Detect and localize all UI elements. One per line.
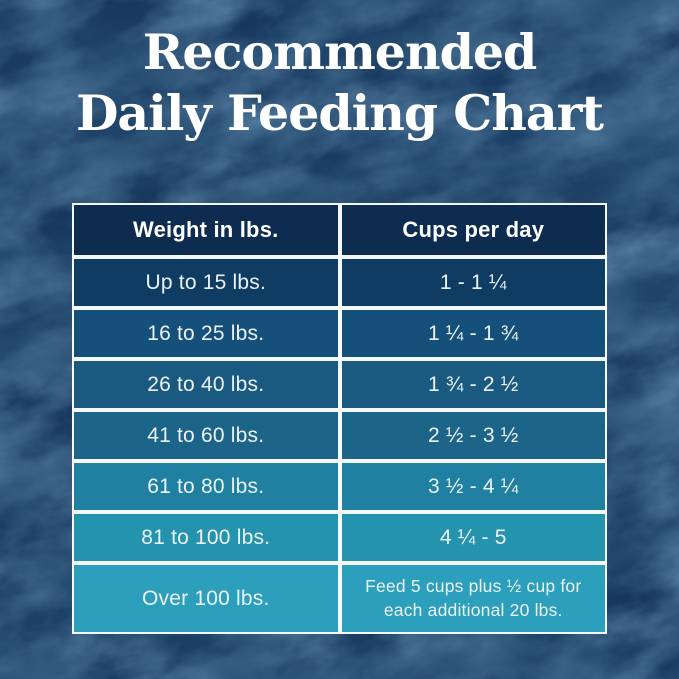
weight-cell: Over 100 lbs. xyxy=(74,565,338,632)
feeding-table: Weight in lbs. Cups per day Up to 15 lbs… xyxy=(72,203,607,634)
cups-cell: 4 ¼ - 5 xyxy=(341,514,605,561)
title-line-1: Recommended xyxy=(142,23,538,81)
cups-cell: 1 ¾ - 2 ½ xyxy=(341,361,605,408)
cups-cell: 1 ¼ - 1 ¾ xyxy=(341,310,605,357)
weight-cell: 26 to 40 lbs. xyxy=(74,361,338,408)
title-line-2: Daily Feeding Chart xyxy=(75,84,604,142)
cups-cell: 2 ½ - 3 ½ xyxy=(341,412,605,459)
column-header-weight: Weight in lbs. xyxy=(74,205,338,255)
weight-cell: 16 to 25 lbs. xyxy=(74,310,338,357)
weight-cell: Up to 15 lbs. xyxy=(74,259,338,306)
cups-note-cell: Feed 5 cups plus ½ cup for each addition… xyxy=(341,565,605,632)
page-title: Recommended Daily Feeding Chart xyxy=(0,22,679,144)
column-header-cups: Cups per day xyxy=(341,205,605,255)
weight-cell: 81 to 100 lbs. xyxy=(74,514,338,561)
weight-cell: 41 to 60 lbs. xyxy=(74,412,338,459)
cups-cell: 1 - 1 ¼ xyxy=(341,259,605,306)
cups-cell: 3 ½ - 4 ¼ xyxy=(341,463,605,510)
weight-cell: 61 to 80 lbs. xyxy=(74,463,338,510)
